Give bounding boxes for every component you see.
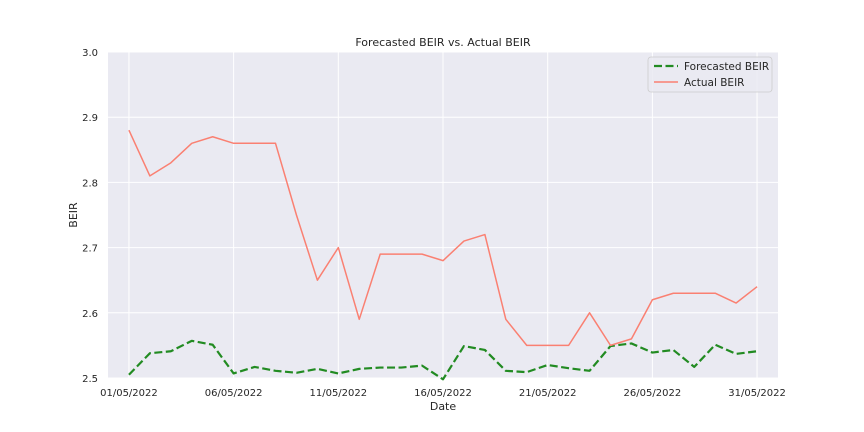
y-tick-label: 2.6 (82, 309, 98, 320)
axes: 2.5 2.6 2.7 2.8 2.9 3.0 01/05/2022 06/05/2022 11… (82, 48, 786, 399)
y-tick-label: 2.8 (82, 178, 98, 189)
legend-label-actual: Actual BEIR (684, 77, 744, 89)
grid-lines (108, 51, 778, 379)
legend: Forecasted BEIR Actual BEIR (647, 56, 773, 93)
legend-box (647, 56, 773, 93)
x-tick-label: 21/05/2022 (519, 388, 577, 399)
y-axis-label: BEIR (67, 202, 80, 228)
forecast-series-line (128, 339, 758, 381)
x-tick-label: 26/05/2022 (624, 388, 682, 399)
x-tick-label: 06/05/2022 (205, 388, 263, 399)
legend-label-forecast: Forecasted BEIR (684, 61, 769, 73)
series-lines (128, 129, 758, 381)
actual-series-line (128, 129, 758, 347)
x-tick-label: 11/05/2022 (309, 388, 367, 399)
x-tick-label: 31/05/2022 (728, 388, 786, 399)
x-tick-label: 16/05/2022 (414, 388, 472, 399)
x-axis-label: Date (430, 400, 457, 413)
y-tick-label: 2.7 (82, 244, 98, 255)
y-tick-label: 2.5 (82, 374, 98, 385)
x-tick-label: 01/05/2022 (100, 388, 158, 399)
y-tick-label: 3.0 (82, 48, 98, 59)
chart-title: Forecasted BEIR vs. Actual BEIR (355, 36, 531, 49)
y-tick-label: 2.9 (82, 113, 98, 124)
